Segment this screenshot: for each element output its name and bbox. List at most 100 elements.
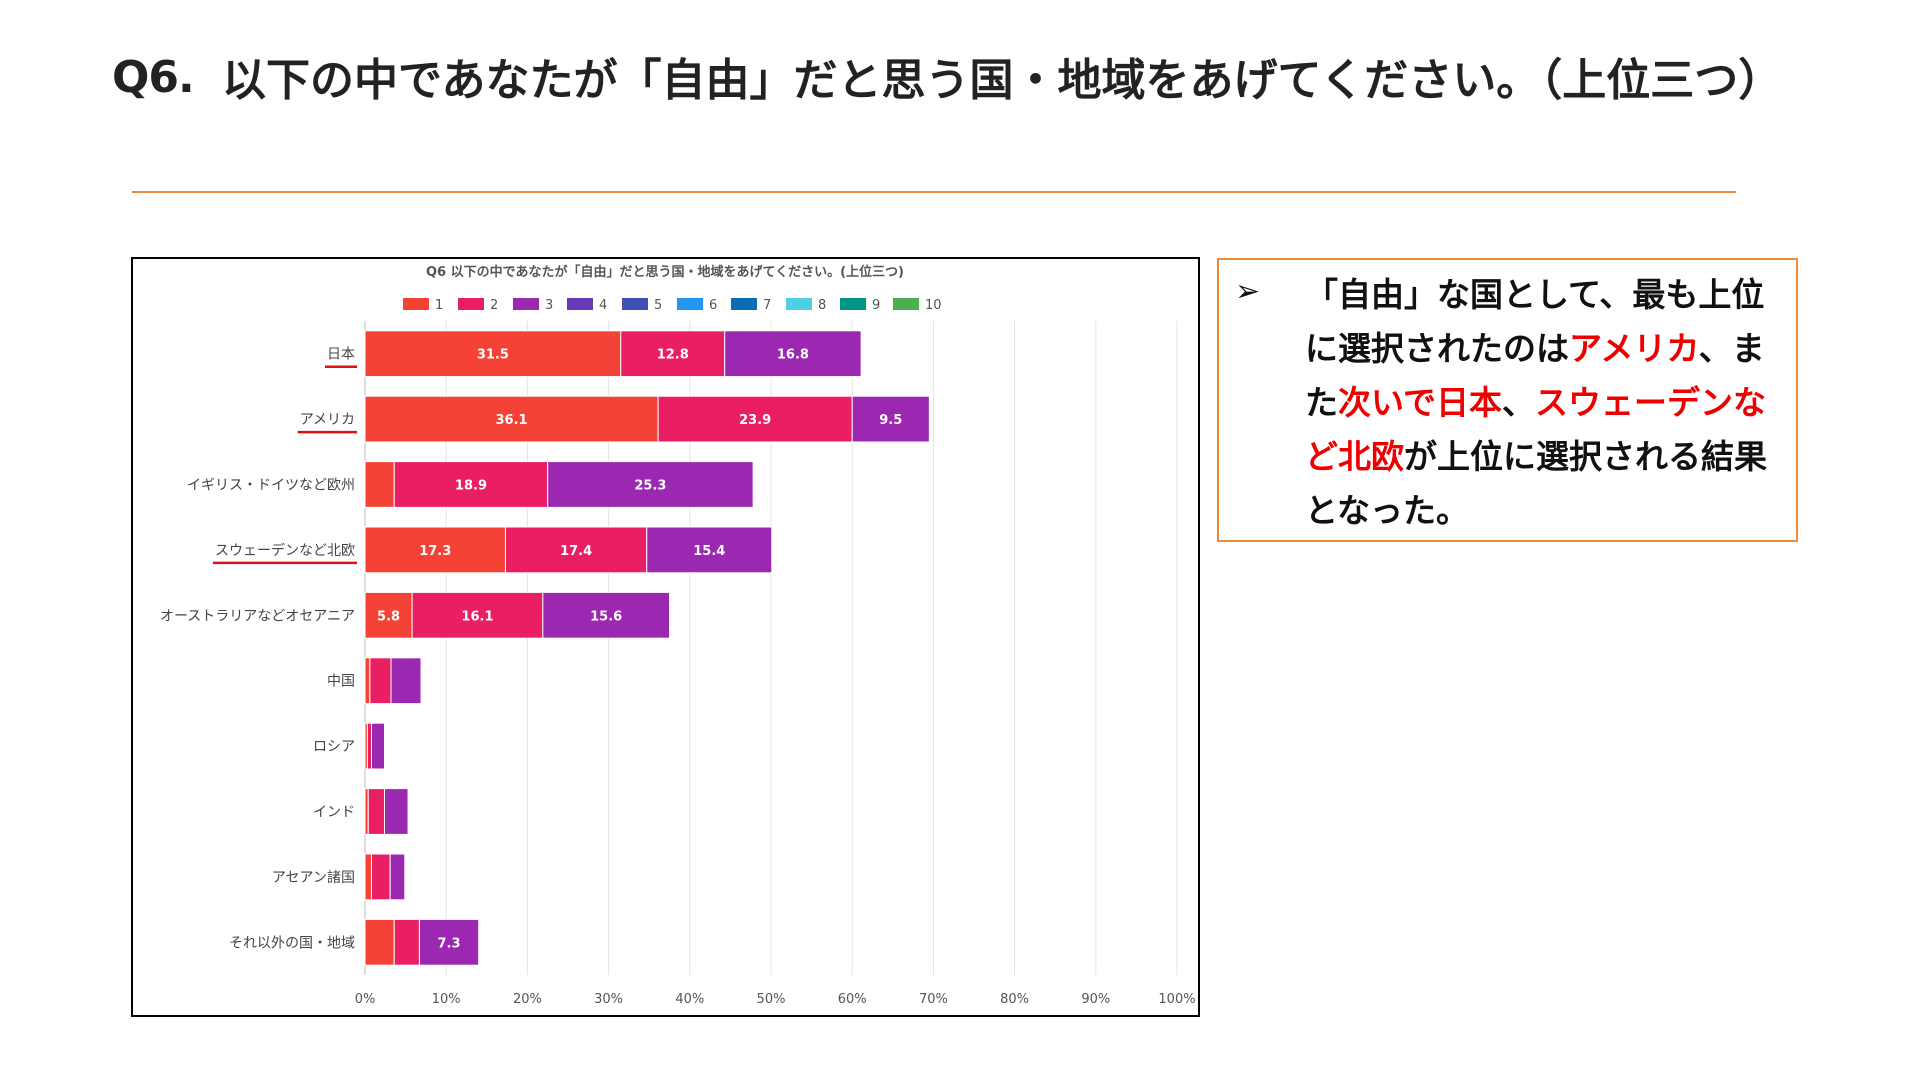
summary-callout: ➢ 「自由」な国として、最も上位に選択されたのはアメリカ、また次いで日本、スウェ…: [1217, 258, 1798, 542]
x-tick-label: 20%: [513, 992, 542, 1007]
legend-label: 10: [925, 298, 942, 313]
bar-segment: [724, 330, 862, 378]
data-label: 16.8: [777, 348, 809, 363]
x-tick-label: 0%: [355, 992, 376, 1007]
x-tick-label: 10%: [432, 992, 461, 1007]
data-label: 7.3: [438, 936, 461, 951]
legend-label: 7: [763, 298, 771, 313]
category-label: イギリス・ドイツなど欧州: [187, 478, 355, 494]
x-tick-label: 80%: [1000, 992, 1029, 1007]
bar-segment: [364, 657, 371, 705]
bar-segment: [364, 526, 506, 574]
bar-segment: [364, 461, 395, 508]
bar-segment: [620, 330, 726, 378]
summary-segment: 「自由」な国として、最も上位に選択されたのは: [1305, 275, 1765, 368]
data-label: 5.8: [377, 609, 400, 624]
bar-segment: [389, 853, 406, 901]
title-divider: [132, 191, 1736, 193]
page-title: 以下の中であなたが「自由」だと思う国・地域をあげてください。（上位三つ）: [222, 55, 1783, 106]
bar-segment: [364, 853, 372, 901]
x-tick-label: 70%: [919, 992, 948, 1007]
category-label: 中国: [327, 674, 355, 690]
category-label: インド: [313, 805, 355, 821]
x-tick-label: 40%: [675, 992, 704, 1007]
legend-swatch: [622, 298, 648, 310]
legend-label: 3: [545, 298, 553, 313]
bar-segment: [393, 918, 420, 966]
data-label: 16.1: [461, 609, 493, 624]
summary-highlight: 次いで日本: [1338, 383, 1503, 422]
legend-swatch: [840, 298, 866, 310]
bar-segment: [504, 526, 648, 574]
summary-segment: 、: [1502, 383, 1536, 422]
data-label: 15.4: [693, 544, 725, 559]
x-tick-label: 50%: [757, 992, 786, 1007]
legend-swatch: [893, 298, 919, 310]
bar-segment: [367, 788, 385, 835]
legend-swatch: [786, 298, 812, 310]
bar-segment: [364, 395, 659, 443]
summary-text: 「自由」な国として、最も上位に選択されたのはアメリカ、また次いで日本、スウェーデ…: [1305, 268, 1795, 538]
category-label: それ以外の国・地域: [229, 935, 355, 951]
legend-label: 6: [709, 298, 717, 313]
chart-panel: Q6 以下の中であなたが「自由」だと思う国・地域をあげてください。(上位三つ) 1…: [131, 257, 1200, 1017]
bar-segment: [646, 526, 773, 574]
legend-label: 8: [818, 298, 826, 313]
summary-segment: 、また: [1305, 329, 1765, 422]
summary-highlight: スウェーデンなど北欧: [1305, 383, 1767, 476]
legend-swatch: [567, 298, 593, 310]
bar-segment: [369, 657, 392, 705]
data-label: 9.5: [879, 413, 902, 428]
summary-segment: が上位に選択される結果となった。: [1305, 437, 1767, 530]
legend-label: 4: [599, 298, 607, 313]
bar-segment: [418, 918, 480, 966]
category-label: オーストラリアなどオセアニア: [160, 608, 355, 624]
bar-segment: [364, 918, 395, 966]
data-label: 12.8: [657, 348, 689, 363]
category-label: 日本: [327, 347, 355, 363]
legend-swatch: [403, 298, 429, 310]
category-label: アメリカ: [300, 412, 355, 428]
bar-segment: [370, 853, 391, 901]
data-label: 17.3: [419, 544, 451, 559]
bar-segment: [411, 591, 544, 639]
data-label: 31.5: [477, 348, 509, 363]
bar-segment: [657, 395, 853, 443]
x-tick-label: 30%: [594, 992, 623, 1007]
bar-segment: [547, 461, 754, 508]
summary-highlight: アメリカ: [1569, 329, 1699, 368]
legend-label: 1: [435, 298, 443, 313]
legend-label: 5: [654, 298, 662, 313]
data-label: 18.9: [455, 479, 487, 494]
x-tick-label: 60%: [838, 992, 867, 1007]
x-tick-label: 90%: [1081, 992, 1110, 1007]
bar-segment: [370, 722, 385, 770]
category-label: アセアン諸国: [272, 870, 355, 886]
legend-swatch: [677, 298, 703, 310]
data-label: 15.6: [590, 609, 622, 624]
category-label: ロシア: [313, 739, 355, 755]
data-label: 36.1: [496, 413, 528, 428]
bar-segment: [364, 591, 413, 639]
data-label: 25.3: [634, 479, 666, 494]
arrow-bullet-icon: ➢: [1235, 274, 1261, 309]
legend-swatch: [458, 298, 484, 310]
question-number: Q6.: [112, 52, 195, 103]
x-tick-label: 100%: [1158, 992, 1195, 1007]
category-label: スウェーデンなど北欧: [215, 542, 355, 559]
data-label: 17.4: [560, 544, 592, 559]
legend-swatch: [513, 298, 539, 310]
legend-label: 2: [490, 298, 498, 313]
bar-segment: [366, 722, 372, 770]
bar-segment: [851, 395, 930, 443]
bar-segment: [364, 330, 622, 378]
legend-label: 9: [872, 298, 880, 313]
bar-segment: [542, 591, 670, 639]
data-label: 23.9: [739, 413, 771, 428]
bar-segment: [393, 461, 549, 508]
bar-segment: [383, 788, 409, 835]
stacked-bar-chart: Q6 以下の中であなたが「自由」だと思う国・地域をあげてください。(上位三つ) 1…: [160, 264, 1196, 1007]
legend-swatch: [731, 298, 757, 310]
bar-segment: [390, 657, 422, 705]
chart-title: Q6 以下の中であなたが「自由」だと思う国・地域をあげてください。(上位三つ): [426, 264, 904, 280]
